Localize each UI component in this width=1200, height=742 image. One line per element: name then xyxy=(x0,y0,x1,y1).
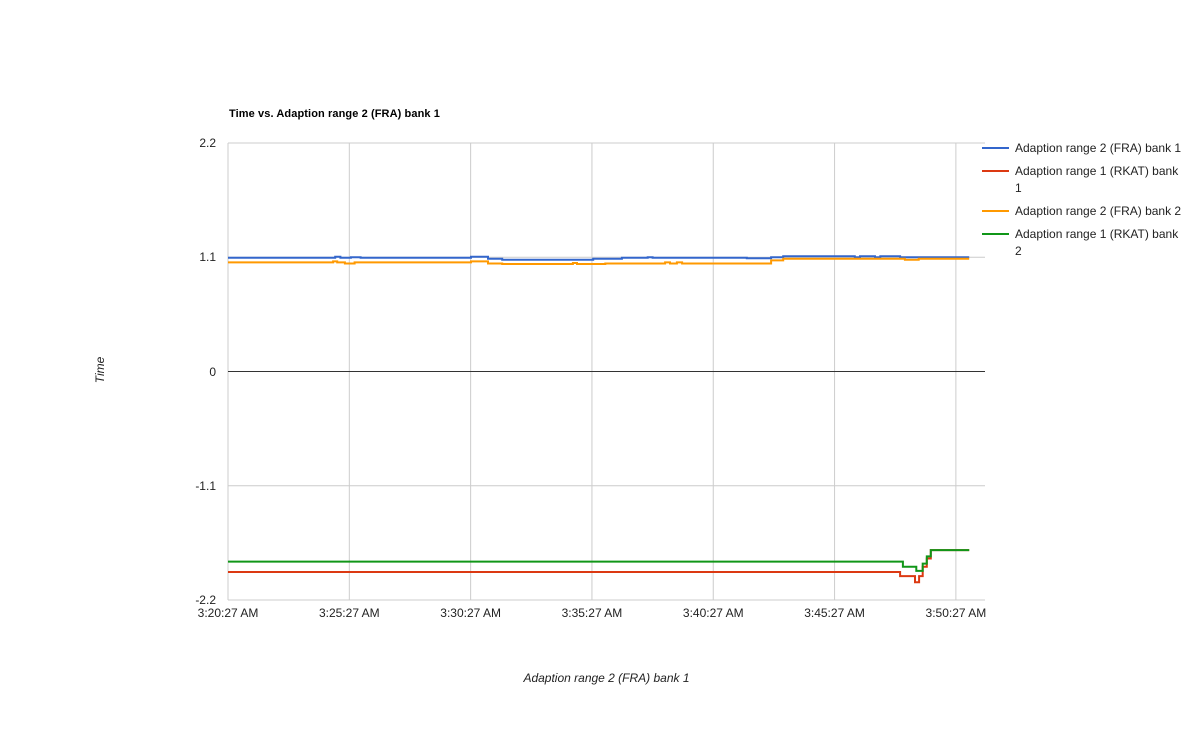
series-line-3 xyxy=(228,549,970,572)
x-tick-label: 3:50:27 AM xyxy=(925,606,987,620)
y-tick-label: -2.2 xyxy=(195,593,216,607)
y-axis-title: Time xyxy=(93,356,107,384)
legend-label: Adaption range 2 (FRA) bank 2 xyxy=(1015,204,1182,218)
y-tick-label: 2.2 xyxy=(199,136,216,150)
x-tick-label: 3:30:27 AM xyxy=(440,606,501,620)
legend-line-swatch xyxy=(982,147,1009,149)
legend-item-2: Adaption range 2 (FRA) bank 2 xyxy=(982,203,1185,220)
x-tick-label: 3:20:27 AM xyxy=(197,606,259,620)
x-tick-label: 3:45:27 AM xyxy=(804,606,865,620)
legend-item-3: Adaption range 1 (RKAT) bank 2 xyxy=(982,226,1185,260)
x-tick-label: 3:40:27 AM xyxy=(682,606,744,620)
legend-line-swatch xyxy=(982,233,1009,235)
legend-item-1: Adaption range 1 (RKAT) bank 1 xyxy=(982,163,1185,197)
legend-item-0: Adaption range 2 (FRA) bank 1 xyxy=(982,140,1185,157)
y-tick-label: 1.1 xyxy=(199,250,216,265)
x-tick-label: 3:35:27 AM xyxy=(561,606,623,620)
legend-label: Adaption range 1 (RKAT) bank 2 xyxy=(1015,227,1179,258)
legend-label: Adaption range 1 (RKAT) bank 1 xyxy=(1015,164,1179,195)
chart-title: Time vs. Adaption range 2 (FRA) bank 1 xyxy=(229,108,441,120)
series-line-2 xyxy=(228,257,970,265)
y-tick-label: 0 xyxy=(209,364,216,379)
series-line-0 xyxy=(228,255,970,261)
series-line-1 xyxy=(228,549,970,584)
x-axis-title: Adaption range 2 (FRA) bank 1 xyxy=(523,671,690,685)
legend-line-swatch xyxy=(982,210,1009,212)
x-tick-label: 3:25:27 AM xyxy=(318,606,380,620)
legend-label: Adaption range 2 (FRA) bank 1 xyxy=(1015,141,1182,155)
legend-line-swatch xyxy=(982,170,1009,172)
legend: Adaption range 2 (FRA) bank 1 Adaption ra… xyxy=(982,140,1185,260)
y-tick-label: -1.1 xyxy=(195,478,216,493)
